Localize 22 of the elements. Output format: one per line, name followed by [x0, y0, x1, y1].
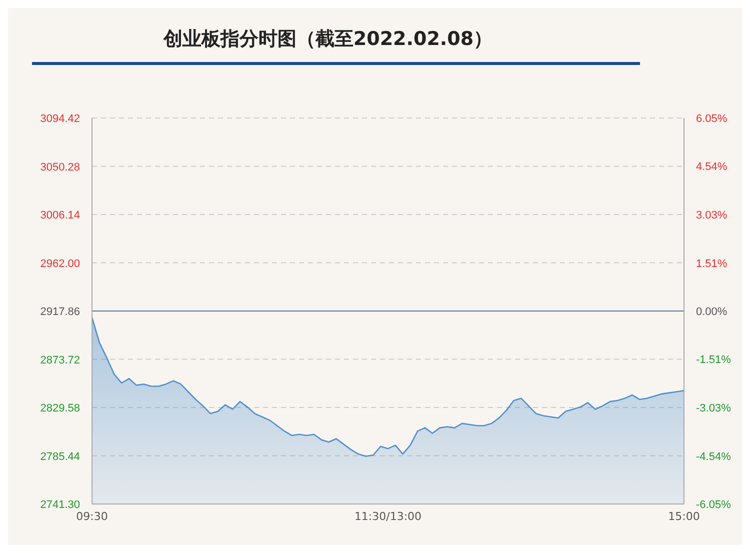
y-tick-label: 3006.14 — [40, 210, 80, 222]
y-tick-label: 2962.00 — [40, 258, 80, 270]
y2-tick-label: 6.05% — [696, 113, 728, 125]
y-tick-label: 2917.86 — [40, 306, 80, 318]
y-tick-label: 3050.28 — [40, 161, 80, 174]
y-tick-label: 2829.58 — [40, 402, 80, 414]
y-tick-label: 2873.72 — [40, 354, 80, 366]
x-tick-label: 09:30 — [76, 510, 108, 523]
x-tick-label: 11:30/13:00 — [354, 510, 422, 523]
y2-tick-label: 0.00% — [696, 306, 728, 318]
y2-tick-label: 3.03% — [696, 209, 728, 222]
x-tick-label: 15:00 — [668, 510, 700, 523]
y2-tick-label: 1.51% — [696, 258, 728, 270]
y-tick-label: 2741.30 — [40, 499, 80, 511]
y2-tick-label: 4.54% — [696, 161, 728, 174]
chart-title: 创业板指分时图（截至2022.02.08） — [162, 27, 494, 52]
y2-tick-label: -3.03% — [696, 402, 732, 415]
y-tick-label: 3094.42 — [40, 113, 80, 125]
y2-tick-label: -1.51% — [696, 354, 732, 366]
y-tick-label: 2785.44 — [40, 450, 80, 463]
y2-tick-label: -4.54% — [696, 450, 732, 463]
y2-tick-label: -6.05% — [696, 499, 732, 511]
